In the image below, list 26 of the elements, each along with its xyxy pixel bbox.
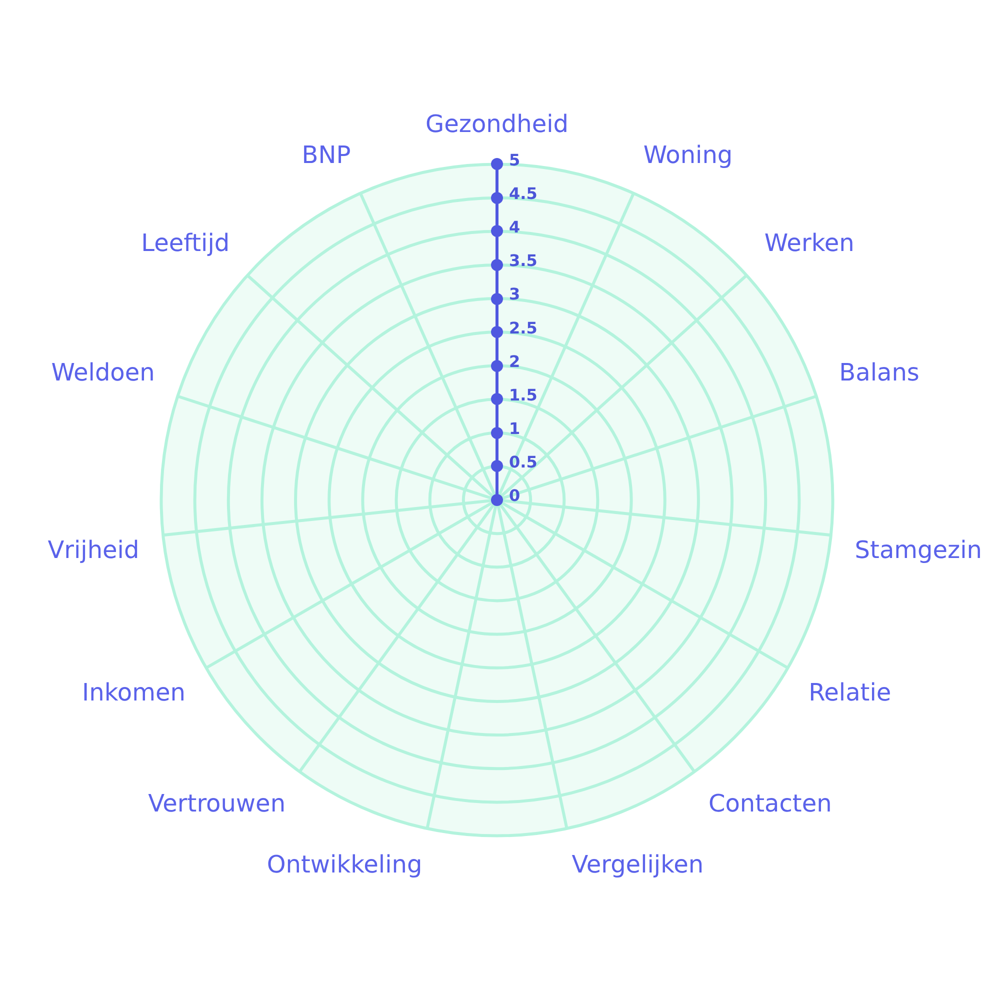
y-tick-label: 4 [509, 218, 520, 237]
spoke-label: Vertrouwen [148, 790, 286, 818]
spoke-label: Werken [764, 229, 854, 258]
spoke-label: Balans [839, 358, 920, 387]
spoke-label: Gezondheid [426, 110, 568, 138]
y-tick-label: 0 [509, 486, 520, 506]
spoke-label: Stamgezin [854, 536, 982, 564]
spoke-label: BNP [302, 141, 351, 170]
y-tick-label: 1.5 [509, 385, 538, 404]
y-tick-label: 4.5 [509, 184, 538, 203]
y-tick-label: 5 [509, 150, 520, 170]
spoke-label: Contacten [708, 790, 832, 818]
y-tick-label: 2.5 [509, 318, 538, 338]
spoke-label: Inkomen [82, 678, 186, 707]
y-tick-label: 2 [509, 352, 520, 371]
y-tick-label: 1 [509, 419, 520, 438]
spoke-label: Vrijheid [48, 536, 140, 564]
spoke-label: Ontwikkeling [266, 850, 422, 879]
spoke-label: Relatie [808, 678, 892, 707]
spoke-label: Weldoen [51, 358, 155, 387]
spoke-label: Leeftijd [141, 229, 230, 258]
y-tick-label: 3 [509, 284, 520, 304]
y-tick-label: 0.5 [509, 452, 538, 472]
spoke-label: Vergelijken [572, 850, 704, 879]
y-tick-label: 3.5 [509, 251, 538, 270]
spoke-label: Woning [643, 141, 733, 170]
